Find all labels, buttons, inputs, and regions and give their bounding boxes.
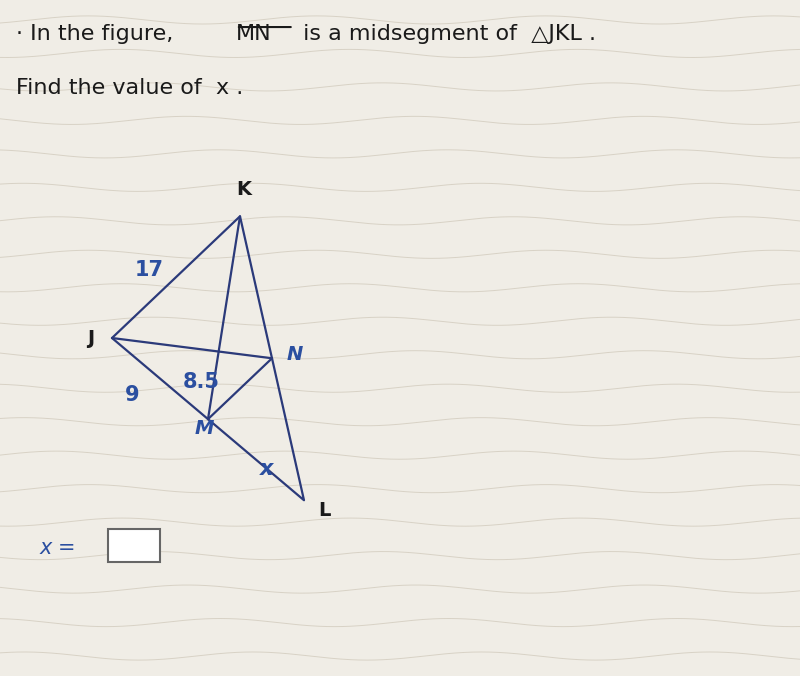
Text: 17: 17: [135, 260, 164, 281]
Text: M: M: [194, 419, 214, 438]
Text: K: K: [237, 180, 251, 199]
Text: x: x: [260, 458, 274, 479]
Text: x =: x =: [40, 537, 77, 558]
Text: L: L: [318, 501, 330, 520]
Text: · In the figure,: · In the figure,: [16, 24, 174, 44]
Text: J: J: [87, 329, 94, 347]
Text: 9: 9: [126, 385, 140, 406]
Text: is a midsegment of  △JKL .: is a midsegment of △JKL .: [296, 24, 596, 44]
Bar: [108, 529, 160, 562]
Text: Find the value of  x .: Find the value of x .: [16, 78, 243, 98]
Text: MN: MN: [236, 24, 272, 44]
Text: 8.5: 8.5: [183, 372, 220, 392]
Text: N: N: [286, 345, 302, 364]
